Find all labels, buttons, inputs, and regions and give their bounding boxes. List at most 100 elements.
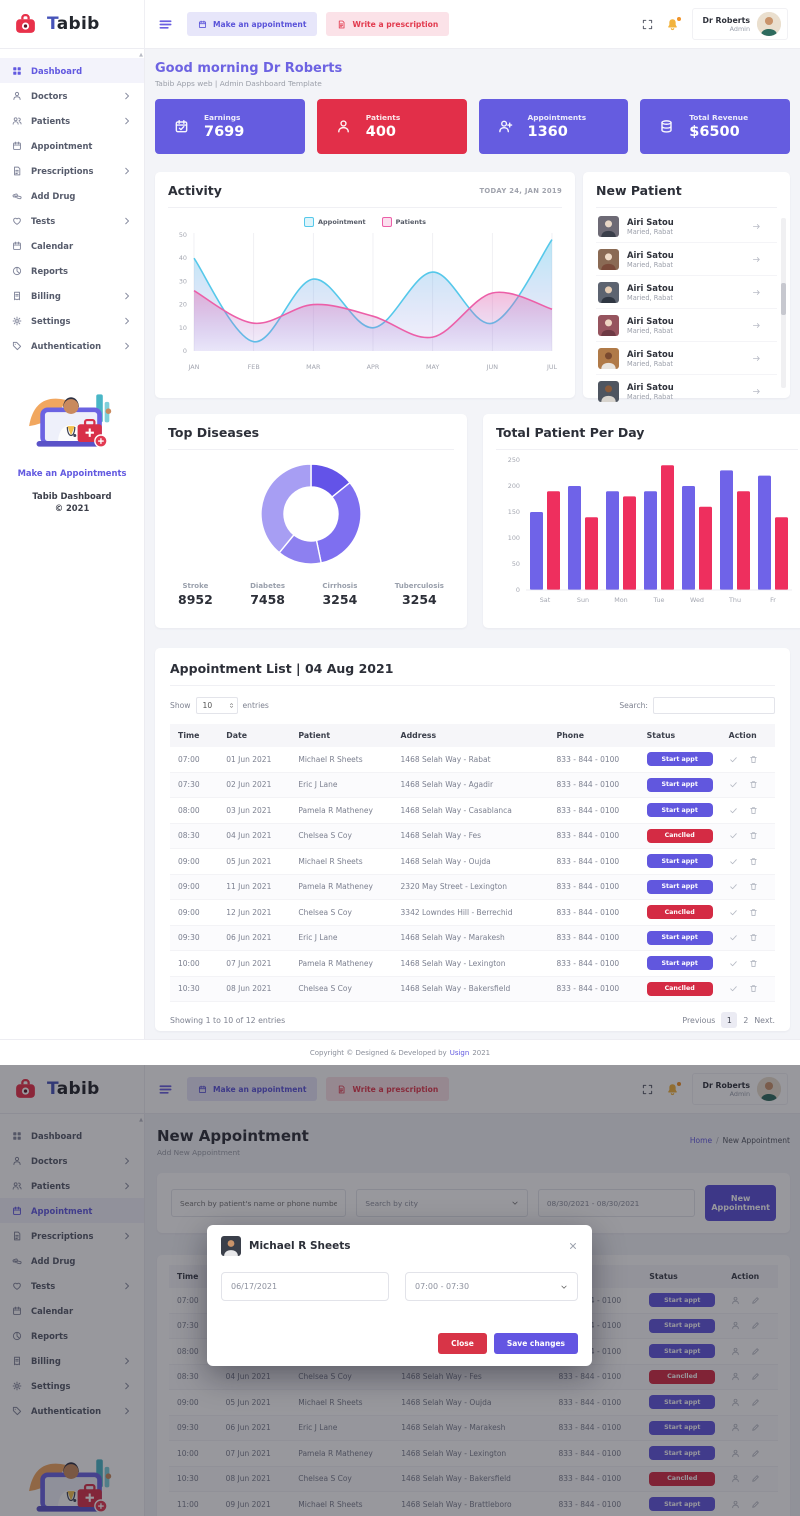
confirm-icon[interactable]	[729, 780, 738, 789]
sidebar-item-patients[interactable]: Patients	[0, 108, 144, 133]
date-range-input[interactable]: 08/30/2021 - 08/30/2021	[537, 1189, 696, 1217]
delete-icon[interactable]	[749, 933, 758, 942]
edit-icon[interactable]	[751, 1321, 760, 1330]
sidebar-item-doctors[interactable]: Doctors	[0, 1148, 144, 1173]
make-appointments-link[interactable]: Make an Appointments	[17, 467, 127, 478]
delete-icon[interactable]	[749, 831, 758, 840]
make-appointment-button[interactable]: Make an appointment	[187, 1077, 318, 1101]
edit-icon[interactable]	[751, 1449, 760, 1458]
user-menu[interactable]: Dr Roberts Admin	[691, 1073, 788, 1105]
patient-list-item[interactable]: Airi Satou Maried, Rabat	[596, 309, 777, 342]
patient-icon[interactable]	[731, 1398, 740, 1407]
patient-icon[interactable]	[731, 1296, 740, 1305]
sidebar-item-appointment[interactable]: Appointment	[0, 133, 144, 158]
breadcrumb-home[interactable]: Home	[689, 1136, 713, 1145]
new-appointment-button[interactable]: New Appointment	[705, 1185, 776, 1221]
page-1-button[interactable]: 1	[721, 1012, 738, 1028]
sidebar-item-calendar[interactable]: Calendar	[0, 1298, 144, 1323]
sidebar-item-patients[interactable]: Patients	[0, 1173, 144, 1198]
next-page-button[interactable]: Next.	[754, 1015, 775, 1025]
arrow-right-icon[interactable]	[752, 387, 761, 396]
status-badge[interactable]: Start appt	[646, 803, 713, 818]
patient-icon[interactable]	[731, 1449, 740, 1458]
appointment-time-select[interactable]: 07:00 - 07:30	[405, 1272, 578, 1301]
edit-icon[interactable]	[751, 1398, 760, 1407]
arrow-right-icon[interactable]	[752, 255, 761, 264]
patient-icon[interactable]	[731, 1500, 740, 1509]
status-badge[interactable]: Canclled	[646, 905, 713, 920]
footer-link[interactable]: Usign	[449, 1048, 470, 1057]
sidebar-item-appointment[interactable]: Appointment	[0, 1198, 144, 1223]
delete-icon[interactable]	[749, 959, 758, 968]
edit-icon[interactable]	[751, 1296, 760, 1305]
status-badge[interactable]: Start appt	[649, 1344, 716, 1359]
delete-icon[interactable]	[749, 857, 758, 866]
confirm-icon[interactable]	[729, 806, 738, 815]
write-prescription-button[interactable]: Write a prescription	[326, 1077, 450, 1101]
sidebar-item-tests[interactable]: Tests	[0, 208, 144, 233]
notifications-button[interactable]	[666, 16, 681, 31]
patient-list-item[interactable]: Airi Satou Maried, Rabat	[596, 243, 777, 276]
sidebar-item-reports[interactable]: Reports	[0, 1323, 144, 1348]
status-badge[interactable]: Start appt	[646, 956, 713, 971]
delete-icon[interactable]	[749, 806, 758, 815]
menu-icon[interactable]	[158, 17, 173, 32]
sidebar-item-tests[interactable]: Tests	[0, 1273, 144, 1298]
confirm-icon[interactable]	[729, 959, 738, 968]
sidebar-item-add-drug[interactable]: Add Drug	[0, 1248, 144, 1273]
sidebar-item-authentication[interactable]: Authentication	[0, 333, 144, 358]
sidebar-item-calendar[interactable]: Calendar	[0, 233, 144, 258]
status-badge[interactable]: Start appt	[649, 1446, 716, 1461]
sidebar-item-dashboard[interactable]: Dashboard	[0, 1123, 144, 1148]
confirm-icon[interactable]	[729, 831, 738, 840]
delete-icon[interactable]	[749, 780, 758, 789]
confirm-icon[interactable]	[729, 755, 738, 764]
new-patient-scrollbar[interactable]	[781, 218, 786, 388]
sidebar-item-doctors[interactable]: Doctors	[0, 83, 144, 108]
arrow-right-icon[interactable]	[752, 321, 761, 330]
write-prescription-button[interactable]: Write a prescription	[326, 12, 450, 36]
modal-save-button[interactable]: Save changes	[493, 1333, 578, 1354]
patient-icon[interactable]	[731, 1372, 740, 1381]
status-badge[interactable]: Start appt	[649, 1318, 716, 1333]
status-badge[interactable]: Start appt	[649, 1497, 716, 1512]
patient-icon[interactable]	[731, 1423, 740, 1432]
edit-icon[interactable]	[751, 1347, 760, 1356]
status-badge[interactable]: Start appt	[646, 879, 713, 894]
notifications-button[interactable]	[666, 1081, 681, 1096]
sidebar-item-prescriptions[interactable]: Prescriptions	[0, 1223, 144, 1248]
status-badge[interactable]: Start appt	[646, 930, 713, 945]
edit-icon[interactable]	[751, 1372, 760, 1381]
city-select[interactable]: Search by city	[356, 1189, 528, 1217]
status-badge[interactable]: Start appt	[646, 752, 713, 767]
patient-icon[interactable]	[731, 1347, 740, 1356]
brand-logo[interactable]: Tabib	[0, 1065, 145, 1113]
patient-list-item[interactable]: Airi Satou Maried, Rabat	[596, 210, 777, 243]
appointment-date-input[interactable]: 06/17/2021	[221, 1272, 389, 1301]
delete-icon[interactable]	[749, 755, 758, 764]
sidebar-item-prescriptions[interactable]: Prescriptions	[0, 158, 144, 183]
modal-close-button[interactable]: Close	[438, 1333, 487, 1354]
patient-list-item[interactable]: Airi Satou Maried, Rabat	[596, 375, 777, 407]
patient-list-item[interactable]: Airi Satou Maried, Rabat	[596, 342, 777, 375]
patient-list-item[interactable]: Airi Satou Maried, Rabat	[596, 276, 777, 309]
arrow-right-icon[interactable]	[752, 288, 761, 297]
confirm-icon[interactable]	[729, 984, 738, 993]
delete-icon[interactable]	[749, 908, 758, 917]
sidebar-item-add-drug[interactable]: Add Drug	[0, 183, 144, 208]
delete-icon[interactable]	[749, 882, 758, 891]
patient-icon[interactable]	[731, 1474, 740, 1483]
status-badge[interactable]: Start appt	[646, 777, 713, 792]
status-badge[interactable]: Canclled	[646, 828, 713, 843]
sidebar-item-dashboard[interactable]: Dashboard	[0, 58, 144, 83]
confirm-icon[interactable]	[729, 908, 738, 917]
page-2-button[interactable]: 2	[743, 1015, 749, 1025]
sidebar-item-settings[interactable]: Settings	[0, 1373, 144, 1398]
status-badge[interactable]: Canclled	[649, 1471, 716, 1486]
sidebar-item-settings[interactable]: Settings	[0, 308, 144, 333]
status-badge[interactable]: Start appt	[649, 1293, 716, 1308]
confirm-icon[interactable]	[729, 933, 738, 942]
sidebar-item-authentication[interactable]: Authentication	[0, 1398, 144, 1423]
sidebar-item-reports[interactable]: Reports	[0, 258, 144, 283]
previous-page-button[interactable]: Previous	[682, 1015, 716, 1025]
